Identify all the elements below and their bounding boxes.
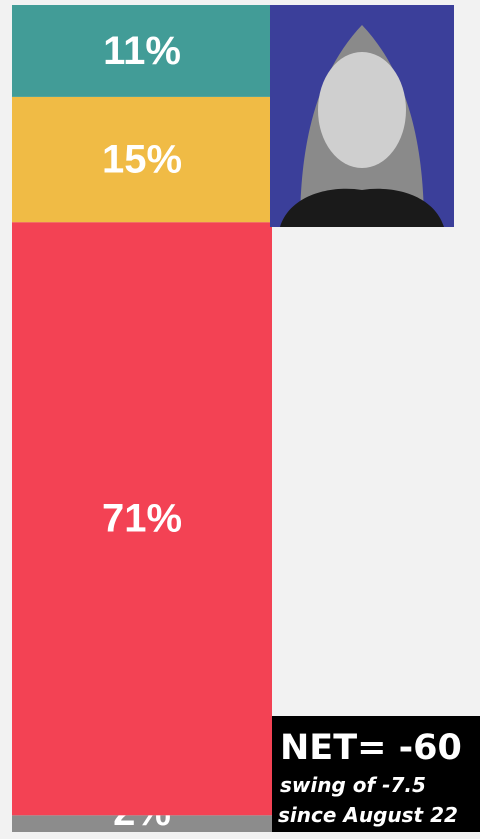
photo-face	[318, 52, 406, 168]
net-value: NET= -60	[280, 728, 462, 768]
since-text: since August 22	[278, 803, 458, 827]
bar-segment	[12, 96, 272, 223]
bar-segment	[12, 222, 272, 816]
value-label: 11%	[103, 29, 181, 73]
bar-stack: 2%71%15%11%	[12, 5, 272, 834]
net-background	[272, 716, 480, 832]
photo-shoulders	[280, 188, 444, 227]
net-box: NET= -60 swing of -7.5 since August 22	[272, 716, 480, 832]
value-label: 15%	[102, 138, 182, 182]
bar-segment	[12, 5, 272, 97]
value-label: 71%	[102, 497, 182, 541]
swing-text: swing of -7.5	[280, 773, 426, 797]
bar-segment	[12, 815, 272, 832]
photo	[270, 5, 454, 227]
